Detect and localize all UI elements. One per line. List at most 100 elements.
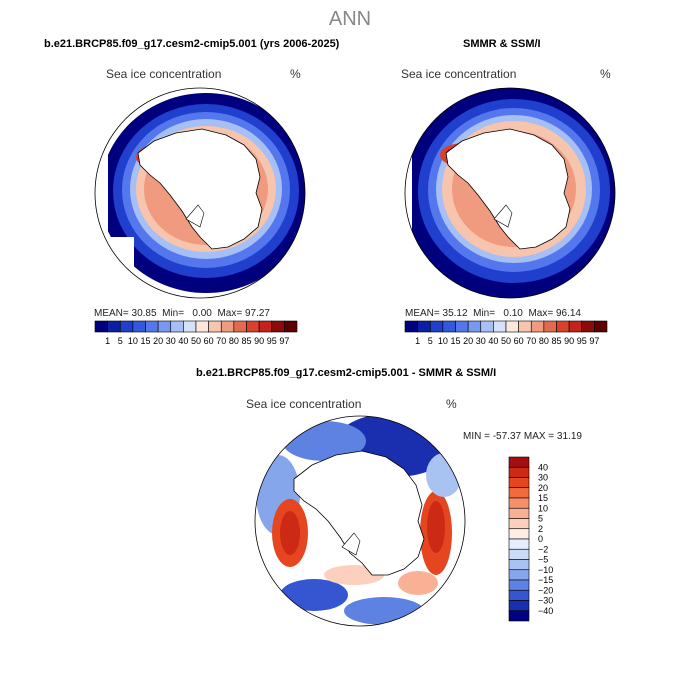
antarctica-outline	[137, 128, 263, 250]
panel-1-title: b.e21.BRCP85.f09_g17.cesm2-cmip5.001 (yr…	[44, 38, 340, 50]
panel-3-colorbar-swatch	[508, 487, 530, 499]
panel-1-max-value: 97.27	[244, 308, 270, 319]
panel-2-colorbar-tick-label: 95	[577, 336, 587, 346]
panel-3-colorbar-swatch	[508, 497, 530, 509]
panel-2-colorbar-swatch	[493, 320, 507, 333]
panel-3-colorbar-tick-label: 30	[538, 473, 548, 483]
panel-3-colorbar-swatch	[508, 548, 530, 560]
panel-3-colorbar-swatch	[508, 456, 530, 468]
panel-2-colorbar-tick-label: 15	[450, 336, 460, 346]
panel-2-colorbar-swatch	[581, 320, 595, 333]
panel-3-colorbar-tick-label: −40	[538, 606, 553, 616]
panel-3-colorbar-tick-label: −10	[538, 565, 553, 575]
panel-3-colorbar-tick-label: −5	[538, 555, 548, 565]
panel-2-colorbar-swatch	[480, 320, 494, 333]
panel-1-colorbar-swatch	[107, 320, 121, 333]
panel-1-stats: MEAN= 30.85 Min= 0.00 Max= 97.27	[94, 308, 270, 319]
panel-1-min-value: 0.00	[192, 308, 212, 319]
panel-3-minmax: MIN = -57.37 MAX = 31.19	[463, 431, 582, 442]
panel-3-colorbar-tick-label: −20	[538, 585, 553, 595]
panel-2-min-value: 0.10	[503, 308, 523, 319]
panel-3-colorbar-swatch	[508, 538, 530, 550]
panel-1-colorbar-swatch	[233, 320, 247, 333]
panel-1-colorbar-tick-label: 70	[216, 336, 226, 346]
panel-3-difference-map	[254, 415, 466, 627]
panel-3-colorbar-swatch	[508, 559, 530, 571]
panel-1-variable-label: Sea ice concentration	[106, 67, 222, 81]
panel-3-colorbar-swatch	[508, 579, 530, 591]
panel-2-title: SMMR & SSM/I	[463, 38, 541, 50]
panel-3-colorbar-swatch	[508, 569, 530, 581]
panel-2-colorbar-swatch	[404, 320, 418, 333]
panel-2-colorbar-tick-label: 20	[463, 336, 473, 346]
panel-1-colorbar-swatch	[132, 320, 146, 333]
panel-3-colorbar-tick-label: 20	[538, 483, 548, 493]
panel-3-colorbar-swatch	[508, 600, 530, 612]
panel-3-colorbar-tick-label: −15	[538, 575, 553, 585]
panel-2-colorbar-tick-label: 80	[539, 336, 549, 346]
panel-1-colorbar-swatch	[94, 320, 108, 333]
panel-1-colorbar-tick-label: 60	[204, 336, 214, 346]
panel-2-colorbar-swatch	[594, 320, 608, 333]
panel-2-colorbar-swatch	[530, 320, 545, 333]
panel-3-colorbar-tick-label: 2	[538, 524, 543, 534]
panel-1-colorbar-swatch	[195, 320, 209, 333]
panel-2-colorbar-tick-label: 85	[551, 336, 561, 346]
panel-2-colorbar-tick-label: 90	[564, 336, 574, 346]
panel-3-colorbar-tick-label: 10	[538, 503, 548, 513]
panel-3-colorbar-tick-label: 40	[538, 462, 548, 472]
panel-2-colorbar-tick-label: 60	[514, 336, 524, 346]
panel-3-unit-label: %	[446, 397, 457, 411]
panel-1-colorbar-tick-label: 5	[118, 336, 123, 346]
panel-2-colorbar-swatch	[442, 320, 456, 333]
panel-1-colorbar-swatch	[271, 320, 285, 333]
panel-1-colorbar-tick-label: 80	[229, 336, 239, 346]
panel-2-colorbar-swatch	[467, 320, 482, 333]
panel-2-colorbar-swatch	[429, 320, 444, 333]
panel-3-colorbar-swatch	[508, 466, 530, 478]
panel-2-colorbar-swatch	[455, 320, 469, 333]
panel-1-colorbar-swatch	[157, 320, 172, 333]
panel-1-colorbar-swatch	[246, 320, 260, 333]
panel-2-colorbar-swatch	[417, 320, 431, 333]
panel-3-colorbar-swatch	[508, 477, 530, 489]
panel-1-colorbar-swatch	[220, 320, 235, 333]
panel-2-variable-label: Sea ice concentration	[401, 67, 517, 81]
panel-2-mean-value: 35.12	[442, 308, 468, 319]
panel-2-colorbar: 1 5 10 15 20 30 40 50 60 70 80 85 90 95 97	[404, 320, 608, 346]
panel-1-colorbar-tick-label: 95	[267, 336, 277, 346]
panel-2-unit-label: %	[600, 67, 611, 81]
panel-3-title: b.e21.BRCP85.f09_g17.cesm2-cmip5.001 - S…	[196, 367, 497, 379]
panel-3-colorbar-tick-label: 0	[538, 534, 543, 544]
panel-3-colorbar-tick-label: −30	[538, 596, 553, 606]
panel-2-colorbar-tick-label: 30	[476, 336, 486, 346]
panel-2-stats: MEAN= 35.12 Min= 0.10 Max= 96.14	[405, 308, 581, 319]
panel-2-colorbar-tick-label: 97	[589, 336, 599, 346]
panel-1-sea-ice-map	[94, 87, 306, 299]
panel-3-colorbar-swatch	[508, 528, 530, 540]
panel-2-colorbar-tick-label: 10	[438, 336, 448, 346]
panel-1-colorbar-tick-label: 10	[128, 336, 138, 346]
panel-2-colorbar-swatch	[518, 320, 532, 333]
panel-3-colorbar-swatch	[508, 518, 530, 530]
panel-2-colorbar-swatch	[568, 320, 583, 333]
panel-3-colorbar-tick-label: 15	[538, 493, 548, 503]
panel-2-colorbar-swatch	[543, 320, 557, 333]
panel-2-colorbar-tick-label: 40	[488, 336, 498, 346]
panel-3-colorbar-swatch	[508, 589, 530, 601]
panel-1-colorbar-tick-label: 97	[279, 336, 289, 346]
panel-2-colorbar-tick-label: 50	[501, 336, 511, 346]
panel-2-colorbar-tick-label: 5	[428, 336, 433, 346]
panel-2-colorbar-tick-label: 1	[415, 336, 420, 346]
panel-1-colorbar-swatch	[145, 320, 159, 333]
panel-1-unit-label: %	[290, 67, 301, 81]
panel-2-colorbar-swatch	[505, 320, 519, 333]
panel-1-colorbar-tick-label: 85	[241, 336, 251, 346]
panel-3-colorbar-swatch	[508, 610, 530, 622]
panel-1-colorbar-swatch	[284, 320, 298, 333]
panel-1-colorbar: 1 5 10 15 20 30 40 50 60 70 80 85 90 95 97	[94, 320, 298, 346]
panel-1-colorbar-tick-label: 50	[191, 336, 201, 346]
panel-1-colorbar-swatch	[208, 320, 222, 333]
panel-1-mean-value: 30.85	[131, 308, 157, 319]
